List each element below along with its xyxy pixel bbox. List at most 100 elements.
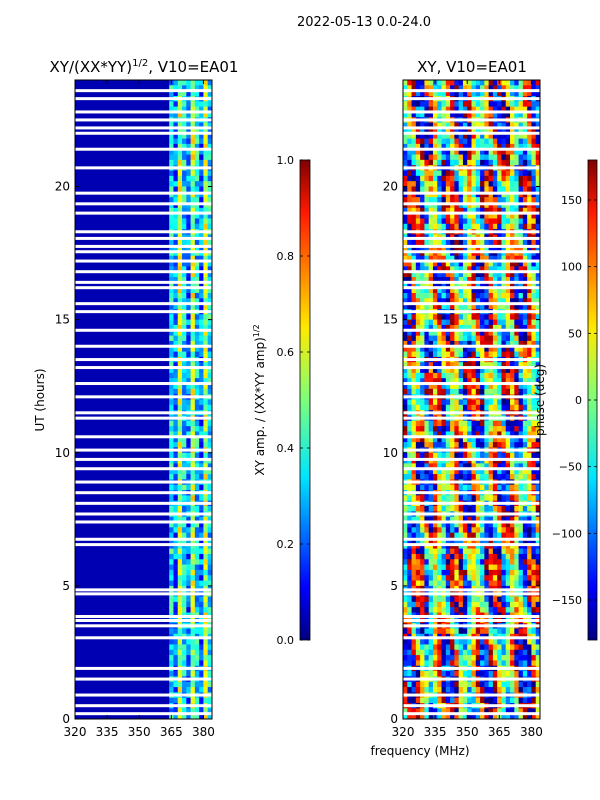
heatmap-cell [407, 537, 413, 544]
heatmap-cell [462, 495, 468, 502]
heatmap-cell [173, 671, 179, 677]
heatmap-cell [480, 298, 485, 305]
heatmap-cell [497, 271, 502, 278]
heatmap-cell [510, 569, 515, 576]
heatmap-cell [501, 426, 507, 432]
heatmap-cell [497, 223, 502, 230]
heatmap-cell [471, 687, 477, 693]
heatmap-cell [207, 266, 212, 273]
heatmap-cell [501, 122, 507, 129]
heatmap-cell [407, 207, 413, 214]
heatmap-cell [199, 442, 204, 448]
heatmap-cell [420, 154, 425, 161]
heatmap-cell [488, 324, 494, 331]
heatmap-cell [471, 527, 477, 534]
heatmap-cell [173, 372, 179, 379]
heatmap-cell [186, 553, 192, 560]
heatmap-cell [445, 213, 451, 219]
heatmap-cell [467, 245, 472, 251]
heatmap-cell [497, 628, 502, 635]
heatmap-cell [462, 122, 468, 129]
heatmap-cell [437, 687, 443, 693]
heatmap-cell [492, 607, 498, 613]
heatmap-cell [488, 133, 494, 140]
heatmap-cell [173, 154, 179, 161]
heatmap-cell [445, 85, 451, 92]
heatmap-cell [462, 202, 468, 209]
heatmap-cell [203, 564, 209, 571]
heatmap-cell [186, 303, 192, 310]
flagged-gap [75, 131, 212, 135]
heatmap-cell [458, 569, 464, 576]
heatmap-cell [445, 484, 451, 491]
heatmap-cell [480, 543, 485, 550]
heatmap-cell [497, 239, 502, 246]
heatmap-cell [488, 80, 494, 86]
heatmap-cell [407, 111, 413, 118]
heatmap-cell [173, 149, 179, 156]
heatmap-cell [471, 330, 477, 337]
heatmap-cell [505, 191, 511, 198]
heatmap-cell [177, 463, 183, 470]
heatmap-cell [415, 580, 421, 587]
heatmap-cell [458, 133, 464, 140]
heatmap-cell [467, 527, 472, 534]
heatmap-cell [527, 340, 532, 347]
heatmap-cell [467, 122, 472, 129]
heatmap-cell [531, 474, 537, 480]
heatmap-cell [475, 553, 481, 560]
heatmap-cell [475, 282, 481, 289]
heatmap-cell [505, 138, 511, 145]
heatmap-cell [169, 671, 174, 677]
heatmap-cell [169, 154, 174, 161]
heatmap-cell [420, 575, 425, 582]
heatmap-cell [420, 207, 425, 214]
heatmap-cell [194, 378, 200, 385]
heatmap-cell [445, 655, 451, 661]
heatmap-cell [492, 106, 498, 113]
heatmap-cell [462, 543, 468, 550]
heatmap-cell [492, 223, 498, 230]
heatmap-cell [182, 521, 187, 528]
heatmap-cell [522, 202, 528, 209]
heatmap-cell [450, 213, 455, 219]
heatmap-cell [501, 527, 507, 534]
heatmap-cell [441, 655, 447, 661]
heatmap-cell [462, 655, 468, 661]
heatmap-cell [450, 245, 455, 251]
heatmap-cell [458, 197, 464, 203]
heatmap-cell [531, 255, 537, 262]
heatmap-cell [458, 271, 464, 278]
heatmap-cell [207, 697, 212, 704]
heatmap-cell [437, 378, 443, 385]
heatmap-cell [458, 175, 464, 182]
heatmap-cell [454, 452, 460, 459]
heatmap-cell [194, 671, 200, 677]
heatmap-cell [488, 367, 494, 374]
heatmap-cell [484, 266, 490, 273]
heatmap-cell [407, 383, 413, 390]
heatmap-cell [514, 474, 520, 480]
heatmap-cell [488, 553, 494, 560]
heatmap-cell [420, 426, 425, 432]
heatmap-cell [407, 319, 413, 326]
heatmap-cell [186, 223, 192, 230]
heatmap-cell [492, 181, 498, 187]
heatmap-cell [454, 458, 460, 464]
heatmap-cell [535, 287, 540, 294]
heatmap-cell [173, 362, 179, 369]
heatmap-cell [497, 436, 502, 443]
heatmap-cell [492, 463, 498, 470]
heatmap-cell [527, 463, 532, 470]
heatmap-cell [467, 261, 472, 267]
heatmap-cell [535, 527, 540, 534]
heatmap-cell [411, 330, 417, 337]
heatmap-cell [199, 495, 204, 502]
heatmap-cell [535, 660, 540, 667]
heatmap-cell [420, 639, 425, 645]
heatmap-cell [514, 133, 520, 140]
heatmap-cell [403, 324, 408, 331]
heatmap-cell [522, 543, 528, 550]
heatmap-cell [186, 436, 192, 443]
heatmap-cell [186, 207, 192, 214]
